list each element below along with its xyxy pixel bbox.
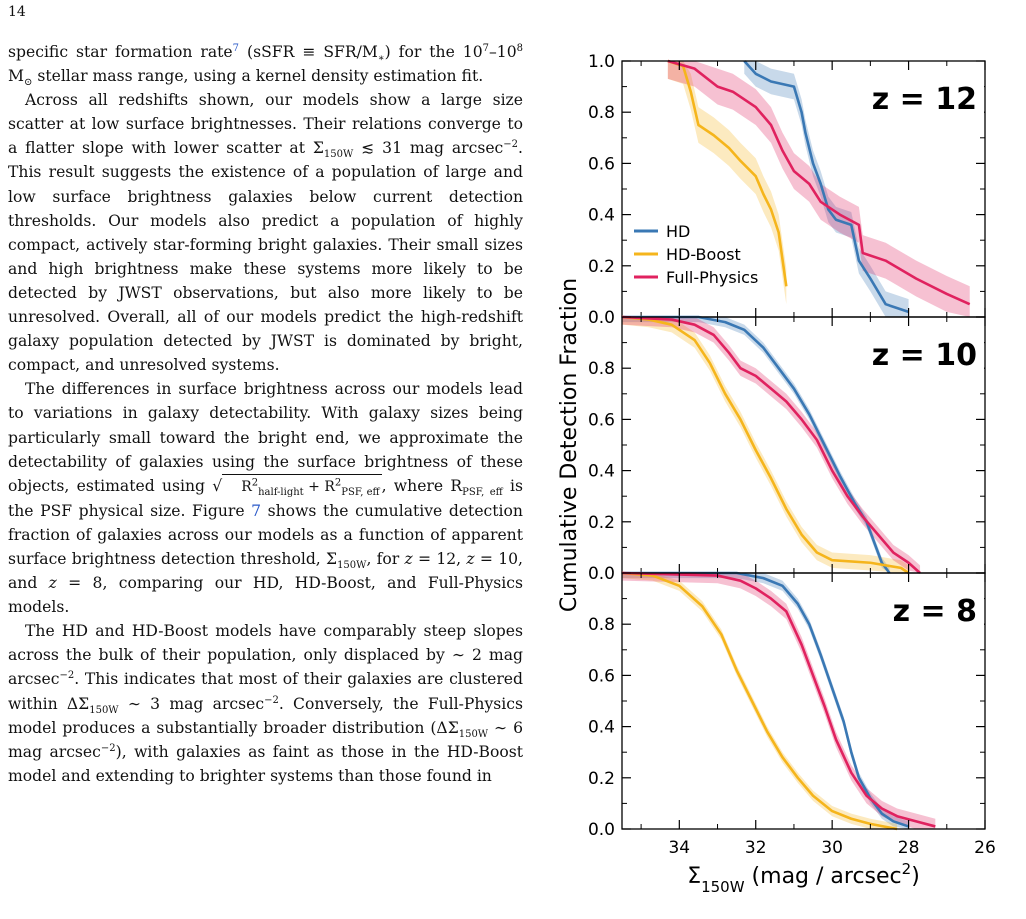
x-tick-label: 32 [745,838,767,858]
y-tick-label: 0.2 [588,257,615,277]
y-tick-label: 0.8 [588,615,615,635]
y-tick-label: 0.8 [588,359,615,379]
y-tick-label: 1.0 [588,52,615,72]
y-tick-label: 0.8 [588,103,615,123]
y-tick-label: 0.0 [588,564,615,584]
line-hd-boost [621,315,910,575]
y-tick-label: 0.0 [588,308,615,328]
y-tick-label: 0.6 [588,410,615,430]
line-full-physics [667,59,971,306]
y-tick-label: 0.2 [588,769,615,789]
band-hd-boost [622,573,898,829]
y-tick-label: 0.4 [588,462,615,482]
paragraph-3: The differences in surface brightness ac… [8,380,523,617]
paragraph-2: Across all redshifts shown, our models s… [8,91,523,375]
panel-z10: 0.0 0.2 0.4 0.6 0.8 z = 10 [588,315,986,584]
page-number: 14 [8,4,26,20]
cumulative-detection-figure: 0.0 0.2 0.4 0.6 0.8 1.0 z = 12 0.0 0.2 0.4 0.6 0.8 z… [557,52,996,896]
body-text-column: specific star formation rate7 (sSFR ≡ SF… [8,40,523,788]
panel-z8: 0.0 0.2 0.4 0.6 0.8 z = 8 [588,571,986,840]
line-hd-boost [621,571,898,831]
x-tick-label: 34 [668,838,690,858]
line-hd [743,60,909,314]
y-tick-label: 0.4 [588,206,615,226]
legend-label-full-physics: Full-Physics [666,268,758,287]
panel-z12: 0.0 0.2 0.4 0.6 0.8 1.0 z = 12 [588,52,986,328]
x-tick-label: 30 [821,838,843,858]
panel-title-bg [884,75,984,119]
panel-title: z = 12 [872,82,977,117]
y-tick-label: 0.6 [588,154,615,174]
panel-title-bg [884,331,984,375]
x-tick-label: 26 [974,838,996,858]
band-hd [744,61,909,317]
x-tick-label: 28 [898,838,920,858]
band-full-physics [622,573,936,829]
y-tick-label: 0.2 [588,513,615,533]
panel-title: z = 8 [893,594,977,629]
y-tick-label: 0.0 [588,820,615,840]
panel-title-bg [908,587,984,631]
y-tick-label: 0.4 [588,718,615,738]
y-tick-label: 0.6 [588,666,615,686]
line-full-physics [621,315,921,574]
legend-label-hd-boost: HD-Boost [666,245,741,264]
band-full-physics [667,61,970,317]
line-hd [622,571,909,828]
y-axis-label: Cumulative Detection Fraction [557,278,582,612]
line-hd [622,315,891,574]
line-hd-boost [667,59,788,287]
paragraph-1: specific star formation rate7 (sSFR ≡ SF… [8,42,524,89]
legend-label-hd: HD [666,222,690,241]
line-full-physics [621,571,936,828]
paragraph-4: The HD and HD-Boost models have comparab… [8,622,523,785]
x-axis-label: Σ150W (mag / arcsec2) [687,860,920,896]
panel-title: z = 10 [872,338,977,373]
